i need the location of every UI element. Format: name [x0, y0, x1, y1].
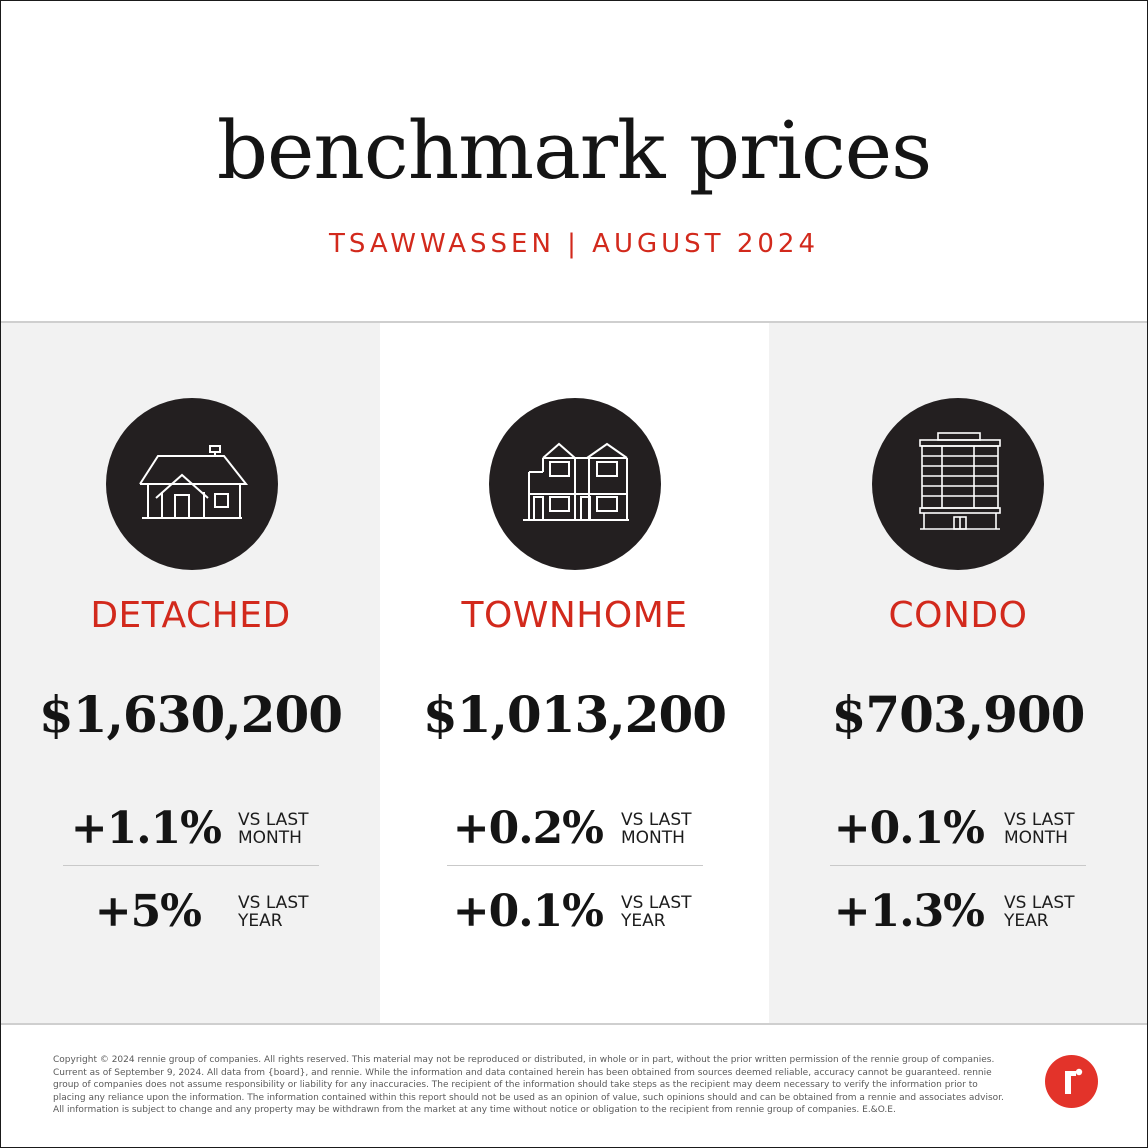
- benchmark-price: $1,630,200: [38, 685, 343, 744]
- bottom-divider: [1, 1023, 1147, 1025]
- period-label: MONTH: [621, 828, 685, 848]
- top-divider: [1, 321, 1147, 323]
- month-change-caption: VS LAST MONTH: [1004, 807, 1104, 857]
- month-change-stat: +0.1%: [829, 803, 985, 854]
- benchmark-price: $703,900: [831, 685, 1086, 744]
- month-change-stat: +1.1%: [61, 803, 222, 854]
- year-change-value: +5%: [94, 886, 202, 937]
- period-label: MONTH: [1004, 828, 1068, 848]
- copyright-disclaimer: Copyright © 2024 rennie group of compani…: [53, 1055, 1004, 1116]
- stat-divider: [830, 865, 1086, 866]
- month-change-value: +0.1%: [833, 803, 985, 854]
- vs-last-label: VS LAST: [1004, 893, 1075, 913]
- condo-building-icon: [872, 398, 1044, 570]
- month-change-stat: +0.2%: [440, 803, 604, 854]
- year-change-stat: +0.1%: [440, 886, 604, 937]
- property-type-label: TOWNHOME: [461, 595, 688, 636]
- month-change-caption: VS LAST MONTH: [238, 807, 338, 857]
- month-change-value: +1.1%: [70, 803, 222, 854]
- year-change-value: +1.3%: [833, 886, 985, 937]
- period-label: YEAR: [1004, 911, 1049, 931]
- benchmark-price: $1,013,200: [422, 685, 727, 744]
- header: benchmark prices TSAWWASSEN | AUGUST 202…: [1, 1, 1147, 321]
- vs-last-label: VS LAST: [621, 893, 692, 913]
- year-change-value: +0.1%: [452, 886, 604, 937]
- detached-panel: DETACHED $1,630,200 +1.1% VS LAST MONTH …: [1, 323, 380, 1023]
- page-title: benchmark prices: [216, 104, 932, 197]
- vs-last-label: VS LAST: [621, 810, 692, 830]
- period-label: YEAR: [621, 911, 666, 931]
- year-change-caption: VS LAST YEAR: [238, 890, 338, 940]
- house-icon: [106, 398, 278, 570]
- property-type-label: CONDO: [888, 595, 1028, 636]
- month-change-value: +0.2%: [452, 803, 604, 854]
- rennie-logo: [1045, 1055, 1098, 1108]
- year-change-stat: +1.3%: [829, 886, 985, 937]
- year-change-stat: +5%: [61, 886, 202, 937]
- year-change-caption: VS LAST YEAR: [621, 890, 721, 940]
- condo-panel: CONDO $703,900 +0.1% VS LAST MONTH +1.3%…: [769, 323, 1147, 1023]
- year-change-caption: VS LAST YEAR: [1004, 890, 1104, 940]
- property-type-label: DETACHED: [90, 595, 291, 636]
- stat-divider: [447, 865, 703, 866]
- month-change-caption: VS LAST MONTH: [621, 807, 721, 857]
- page-subtitle: TSAWWASSEN | AUGUST 2024: [329, 229, 819, 259]
- vs-last-label: VS LAST: [1004, 810, 1075, 830]
- townhome-panel: TOWNHOME $1,013,200 +0.2% VS LAST MONTH …: [380, 323, 769, 1023]
- townhome-icon: [489, 398, 661, 570]
- stat-divider: [63, 865, 319, 866]
- period-label: MONTH: [238, 828, 302, 848]
- vs-last-label: VS LAST: [238, 893, 309, 913]
- period-label: YEAR: [238, 911, 283, 931]
- vs-last-label: VS LAST: [238, 810, 309, 830]
